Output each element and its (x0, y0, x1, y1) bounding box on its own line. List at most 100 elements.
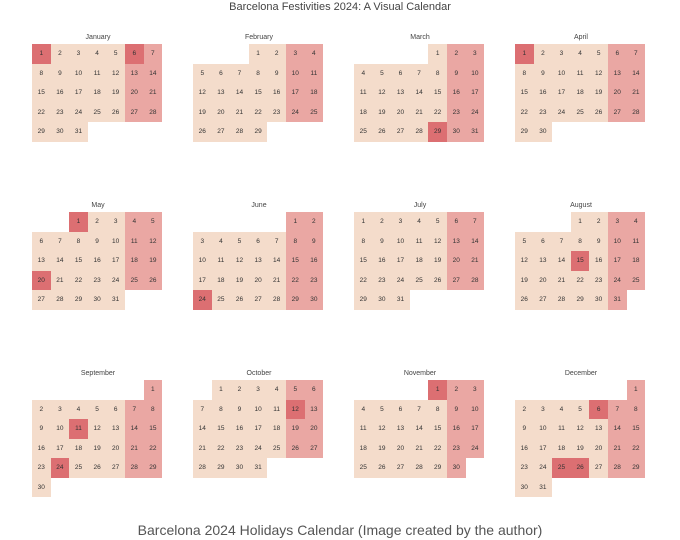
weekend-cell: 28 (607, 458, 627, 478)
weekend-cell: 10 (465, 399, 485, 419)
day-cell: 28 (50, 290, 70, 310)
month-days-grid: 1 2 3 4 5 6 7 8 9 10 11 12 13 14 15 16 17 18 19 20 21 22 23 24 2… (32, 212, 164, 310)
empty-cell (69, 380, 88, 400)
day-cell: 31 (106, 290, 125, 310)
weekend-cell: 21 (626, 83, 646, 103)
day-cell: 27 (32, 290, 51, 310)
month-name: July (413, 202, 427, 209)
day-cell: 19 (372, 438, 392, 458)
day-cell: 28 (193, 458, 212, 478)
day-cell: 9 (515, 419, 534, 439)
weekend-cell: 9 (446, 399, 466, 419)
weekend-cell: 13 (304, 399, 324, 419)
day-cell: 8 (211, 399, 231, 419)
empty-cell (267, 212, 286, 232)
day-cell: 4 (409, 212, 429, 232)
day-cell: 23 (50, 102, 70, 122)
day-cell: 28 (552, 290, 571, 310)
weekend-cell: 28 (143, 102, 163, 122)
day-cell: 15 (428, 419, 447, 439)
day-cell: 14 (552, 251, 571, 271)
holiday-cell: 24 (193, 290, 212, 310)
day-cell: 5 (230, 231, 249, 251)
day-cell: 27 (248, 290, 268, 310)
day-cell: 3 (533, 399, 553, 419)
day-cell: 5 (570, 399, 590, 419)
empty-cell (212, 212, 231, 232)
day-cell: 17 (248, 419, 268, 439)
day-cell: 9 (533, 63, 553, 83)
day-cell: 26 (372, 458, 392, 478)
weekend-cell: 20 (607, 83, 627, 103)
weekend-cell: 27 (446, 270, 466, 290)
day-cell: 18 (570, 83, 590, 103)
day-cell: 8 (428, 63, 447, 83)
month-january: January 1 2 3 4 5 6 7 8 9 10 11 12 13 14 15 16 17 18 19 20 21… (32, 32, 164, 142)
weekend-cell: 29 (626, 458, 646, 478)
weekend-cell: 8 (143, 399, 163, 419)
month-june: June 1 2 3 4 5 6 7 8 9 10 11 12 13 14 15 16 17 18 19 20 21 22 2… (193, 200, 325, 310)
weekend-cell: 19 (285, 419, 305, 439)
day-cell: 30 (32, 477, 51, 497)
month-may: May 1 2 3 4 5 6 7 8 9 10 11 12 13 14 15 16 17 18 19 20 21 22 23… (32, 200, 164, 310)
day-cell: 10 (533, 419, 553, 439)
weekend-cell: 7 (124, 399, 144, 419)
weekend-cell: 23 (446, 102, 466, 122)
day-cell: 12 (372, 83, 392, 103)
weekend-cell: 18 (304, 83, 324, 103)
day-cell: 29 (32, 122, 51, 142)
weekend-cell: 15 (143, 419, 163, 439)
day-cell: 30 (50, 122, 70, 142)
empty-cell (51, 212, 70, 232)
day-cell: 26 (428, 270, 447, 290)
day-cell: 24 (552, 102, 571, 122)
day-cell: 15 (248, 83, 268, 103)
weekend-cell: 27 (607, 102, 627, 122)
month-november: November 1 2 3 4 5 6 7 8 9 10 11 12 13 14 15 16 17 18 19 20 2… (354, 368, 486, 478)
empty-cell (515, 212, 534, 232)
day-cell: 19 (589, 83, 608, 103)
month-february: February 1 2 3 4 5 6 7 8 9 10 11 12 13 14 15 16 17 18 19 20 2… (193, 32, 325, 142)
day-cell: 2 (589, 212, 608, 232)
month-name: February (244, 34, 273, 41)
weekend-cell: 31 (465, 122, 485, 142)
day-cell: 11 (409, 231, 429, 251)
day-cell: 26 (87, 458, 107, 478)
day-cell: 7 (230, 63, 249, 83)
day-cell: 10 (50, 419, 70, 439)
day-cell: 3 (193, 231, 212, 251)
day-cell: 26 (372, 122, 392, 142)
day-cell: 17 (106, 251, 125, 271)
day-cell: 20 (106, 438, 125, 458)
day-cell: 27 (589, 458, 608, 478)
day-cell: 2 (267, 44, 286, 64)
day-cell: 10 (106, 231, 125, 251)
day-cell: 18 (354, 102, 373, 122)
empty-cell (125, 380, 144, 400)
day-cell: 8 (515, 63, 534, 83)
day-cell: 22 (515, 102, 534, 122)
day-cell: 21 (409, 102, 429, 122)
day-cell: 6 (391, 399, 410, 419)
weekend-cell: 4 (626, 212, 646, 232)
holiday-cell: 1 (515, 44, 534, 64)
month-days-grid: 1 2 3 4 5 6 7 8 9 10 11 12 13 14 15 16 17 18 19 20 21 22 23 24 2… (32, 44, 164, 142)
weekend-cell: 10 (607, 231, 627, 251)
empty-cell (373, 44, 392, 64)
day-cell: 15 (69, 251, 88, 271)
weekend-cell: 23 (304, 270, 324, 290)
month-name: November (403, 370, 437, 377)
weekend-cell: 6 (607, 44, 627, 64)
day-cell: 12 (230, 251, 249, 271)
day-cell: 14 (409, 83, 429, 103)
day-cell: 23 (230, 438, 249, 458)
day-cell: 11 (211, 251, 231, 271)
day-cell: 2 (515, 399, 534, 419)
weekend-cell: 19 (143, 251, 163, 271)
day-cell: 23 (533, 102, 553, 122)
day-cell: 23 (32, 458, 51, 478)
empty-cell (193, 212, 212, 232)
weekend-cell: 7 (465, 212, 485, 232)
weekend-cell: 13 (446, 231, 466, 251)
empty-cell (230, 212, 249, 232)
